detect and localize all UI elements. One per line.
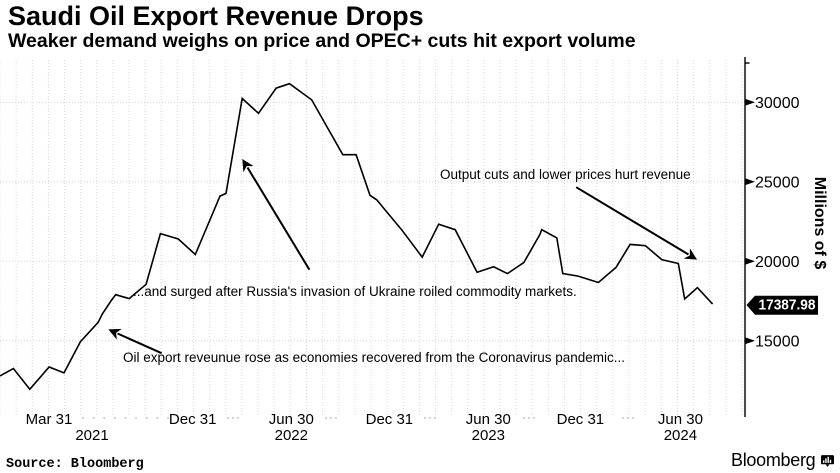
svg-text:Dec 31: Dec 31 <box>169 411 217 428</box>
svg-text:17387.98: 17387.98 <box>759 298 816 314</box>
svg-text:...and surged after Russia's i: ...and surged after Russia's invasion of… <box>133 284 577 299</box>
svg-text:Millions of $: Millions of $ <box>811 177 828 270</box>
svg-text:25000: 25000 <box>755 175 800 192</box>
svg-text:Output cuts and lower prices h: Output cuts and lower prices hurt revenu… <box>440 167 691 182</box>
svg-text:Jun 30: Jun 30 <box>269 411 314 428</box>
svg-text:30000: 30000 <box>755 95 800 112</box>
svg-text:2021: 2021 <box>75 427 108 444</box>
svg-text:2022: 2022 <box>275 427 308 444</box>
svg-text:Dec 31: Dec 31 <box>557 411 605 428</box>
svg-text:15000: 15000 <box>755 334 800 351</box>
svg-text:2024: 2024 <box>664 427 697 444</box>
svg-text:Mar 31: Mar 31 <box>26 411 73 428</box>
svg-text:20000: 20000 <box>755 254 800 271</box>
svg-text:2023: 2023 <box>472 427 505 444</box>
svg-text:Dec 31: Dec 31 <box>366 411 414 428</box>
svg-text:Jun 30: Jun 30 <box>466 411 511 428</box>
svg-text:Jun 30: Jun 30 <box>658 411 703 428</box>
svg-text:Oil export reveunue rose as ec: Oil export reveunue rose as economies re… <box>123 350 625 365</box>
